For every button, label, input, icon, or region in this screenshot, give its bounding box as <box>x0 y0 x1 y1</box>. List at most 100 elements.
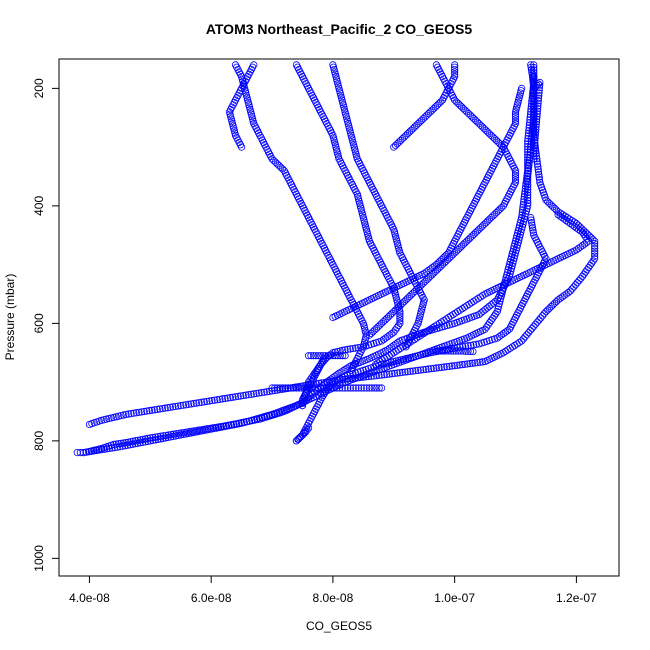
data-point <box>414 366 422 374</box>
y-tick-label: 200 <box>32 78 46 98</box>
data-point <box>509 245 518 253</box>
x-tick-label: 6.0e-08 <box>191 591 232 605</box>
data-point <box>524 161 532 169</box>
x-tick-label: 8.0e-08 <box>313 591 354 605</box>
y-tick-label: 1000 <box>32 545 46 572</box>
data-point <box>523 331 531 339</box>
data-point <box>533 160 542 168</box>
data-point <box>508 250 516 258</box>
data-point <box>229 393 237 401</box>
data-point <box>532 118 541 126</box>
data-point <box>310 374 318 382</box>
data-point <box>298 399 307 407</box>
data-point <box>299 394 308 402</box>
data-point <box>570 283 578 291</box>
data-point <box>388 370 396 378</box>
data-point <box>534 99 542 107</box>
data-point <box>225 422 233 430</box>
data-point <box>575 276 583 285</box>
data-point <box>336 384 344 392</box>
data-point <box>230 421 238 429</box>
series-5 <box>292 61 404 410</box>
x-tick-label: 1.0e-07 <box>434 591 475 605</box>
data-point <box>530 231 538 239</box>
data-point <box>520 193 528 201</box>
data-point <box>312 370 320 378</box>
data-point <box>417 366 425 374</box>
data-point <box>432 347 440 355</box>
data-point <box>232 420 241 428</box>
data-point <box>440 363 448 371</box>
data-point <box>524 164 532 172</box>
data-point <box>333 384 341 392</box>
data-point <box>451 63 459 71</box>
data-point <box>591 242 599 250</box>
data-point <box>442 347 450 355</box>
data-point <box>154 435 162 444</box>
data-point <box>462 347 470 355</box>
data-point <box>344 384 352 392</box>
data-point <box>237 392 245 400</box>
data-point <box>211 423 220 432</box>
data-point <box>375 384 383 392</box>
data-point <box>591 240 599 248</box>
data-point <box>533 107 541 115</box>
data-point <box>520 195 528 203</box>
data-point <box>330 384 338 392</box>
data-point <box>304 424 313 432</box>
data-point <box>372 372 380 380</box>
data-point <box>518 214 526 222</box>
data-point <box>511 240 519 248</box>
data-point <box>136 439 144 447</box>
data-point <box>92 446 100 455</box>
data-point <box>318 379 326 387</box>
data-point <box>357 384 365 392</box>
data-point <box>105 444 114 453</box>
data-point <box>271 384 279 392</box>
data-point <box>519 206 527 214</box>
data-point <box>287 384 295 392</box>
data-point <box>128 440 137 448</box>
data-point <box>273 384 282 392</box>
data-point <box>529 75 537 83</box>
data-point <box>203 397 211 406</box>
data-point <box>527 65 536 74</box>
data-point <box>247 390 255 398</box>
data-point <box>172 432 180 440</box>
data-point <box>535 176 544 184</box>
data-point <box>522 182 530 190</box>
data-point <box>536 81 544 89</box>
data-point <box>524 329 533 337</box>
data-point <box>187 429 195 437</box>
data-point <box>352 384 360 392</box>
data-point <box>138 408 146 416</box>
data-point <box>260 388 268 396</box>
data-point <box>530 155 538 163</box>
data-point <box>528 224 537 232</box>
data-point <box>396 319 404 327</box>
data-point <box>534 168 543 176</box>
data-point <box>378 371 386 379</box>
data-point <box>166 403 174 411</box>
data-point <box>524 199 532 207</box>
data-point <box>534 105 542 113</box>
data-point <box>396 369 404 377</box>
data-point <box>463 360 471 368</box>
data-point <box>208 396 216 405</box>
data-point <box>216 395 224 403</box>
series-17 <box>292 424 313 445</box>
data-point <box>302 388 311 396</box>
data-point <box>523 174 531 183</box>
data-point <box>250 390 258 398</box>
data-point <box>554 211 562 219</box>
data-point <box>143 407 151 415</box>
data-point <box>197 427 205 435</box>
data-point <box>341 375 349 383</box>
data-point <box>164 433 172 442</box>
data-point <box>515 224 523 232</box>
data-point <box>164 404 172 412</box>
data-point <box>373 384 381 392</box>
data-point <box>533 110 541 118</box>
data-point <box>422 365 430 373</box>
